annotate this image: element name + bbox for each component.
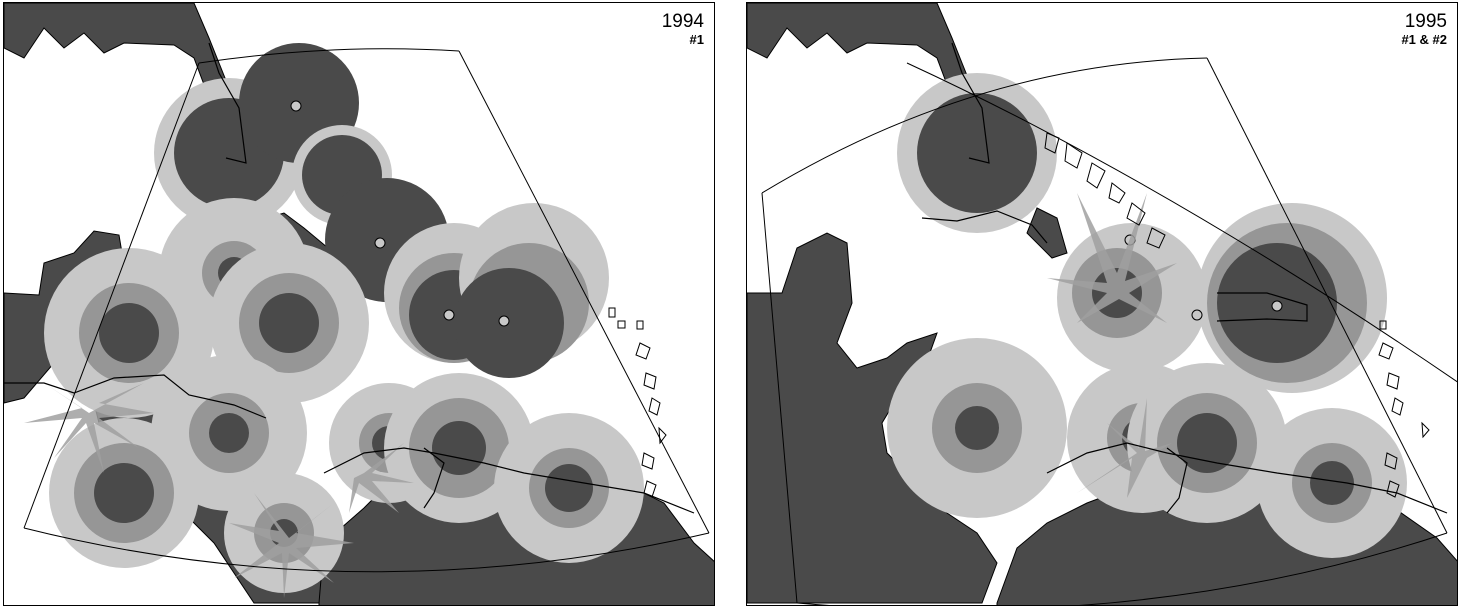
- island: [1391, 397, 1404, 416]
- coverage-map-1994: [4, 3, 714, 605]
- coastline: [323, 447, 695, 514]
- coastline: [423, 447, 445, 509]
- map-label-1994: 1994 #1: [662, 12, 704, 48]
- island: [1421, 421, 1430, 439]
- map-label-1995: 1995 #1 & #2: [1401, 12, 1447, 48]
- map-subtitle: #1 & #2: [1401, 32, 1447, 47]
- coverage-ring-dark: [94, 463, 154, 523]
- island: [1108, 182, 1126, 204]
- coverage-map-1995: [747, 3, 1457, 605]
- boundary-arc-secondary: [906, 62, 1457, 383]
- coverage-ring-dark: [1310, 461, 1354, 505]
- station-marker: [374, 237, 386, 249]
- cuba-land: [1026, 207, 1068, 259]
- starburst-patterns: [24, 383, 414, 598]
- station-marker: [443, 309, 455, 321]
- coverage-ring-dark: [99, 303, 159, 363]
- island: [658, 426, 667, 445]
- north-america-land: [747, 3, 988, 170]
- starburst-pattern: [229, 493, 354, 598]
- island: [1378, 342, 1394, 360]
- boundary-arc-bottom: [796, 532, 1448, 605]
- projection-boundary: [23, 48, 710, 573]
- map-panel-1994: 1994 #1: [3, 2, 715, 606]
- island: [617, 320, 626, 329]
- coastline: [921, 210, 1048, 244]
- island: [636, 320, 644, 330]
- station-marker: [1271, 300, 1283, 312]
- lesser-antilles-islands: [608, 307, 667, 498]
- coastline: [208, 42, 247, 164]
- coastline: [1046, 442, 1448, 514]
- station-marker: [1191, 309, 1203, 321]
- coastlines: [4, 42, 695, 514]
- coverage-rings: [44, 43, 644, 593]
- island: [1126, 202, 1146, 226]
- coverage-ring-dark: [917, 93, 1037, 213]
- coverage-ring-dark: [259, 293, 319, 353]
- boundary-arc-top: [761, 57, 1208, 194]
- boundary-right: [458, 50, 710, 534]
- coverage-ring-dark: [545, 464, 593, 512]
- boundary-left: [761, 192, 798, 604]
- bahamas-islands: [1044, 132, 1166, 249]
- boundary-left: [23, 62, 200, 529]
- island: [635, 342, 651, 360]
- coverage-ring-dark: [209, 413, 249, 453]
- island: [608, 307, 616, 318]
- station-marker: [498, 315, 510, 327]
- island: [641, 452, 655, 470]
- island: [643, 480, 657, 498]
- island: [1384, 452, 1398, 470]
- island: [1386, 372, 1400, 390]
- coastline: [1216, 292, 1308, 322]
- map-panel-1995: 1995 #1 & #2: [746, 2, 1458, 606]
- projection-boundary: [761, 57, 1457, 605]
- coverage-ring-dark: [1177, 413, 1237, 473]
- coastline: [951, 42, 990, 164]
- lesser-antilles-islands: [1378, 320, 1430, 498]
- island: [643, 372, 657, 390]
- starburst-pattern: [24, 383, 154, 473]
- coastline: [4, 374, 267, 419]
- island: [1064, 142, 1083, 169]
- starburst-patterns: [1047, 193, 1177, 498]
- coastline: [1166, 447, 1188, 514]
- boundary-arc-bottom: [23, 527, 710, 573]
- coverage-ring-dark: [955, 406, 999, 450]
- island: [1386, 480, 1400, 498]
- north-america-land: [4, 3, 245, 170]
- boundary-arc-top: [198, 48, 460, 64]
- map-subtitle: #1: [689, 32, 704, 47]
- map-year: 1995: [1404, 11, 1447, 32]
- starburst-pattern: [349, 443, 414, 513]
- island: [648, 397, 661, 416]
- island: [1086, 162, 1106, 189]
- coastlines: [921, 42, 1448, 514]
- coverage-ring-dark: [432, 421, 486, 475]
- starburst-pattern: [1047, 193, 1177, 323]
- station-marker: [290, 100, 302, 112]
- island: [1379, 320, 1387, 330]
- island: [1146, 227, 1166, 249]
- map-year: 1994: [661, 11, 704, 32]
- coverage-rings: [887, 73, 1407, 558]
